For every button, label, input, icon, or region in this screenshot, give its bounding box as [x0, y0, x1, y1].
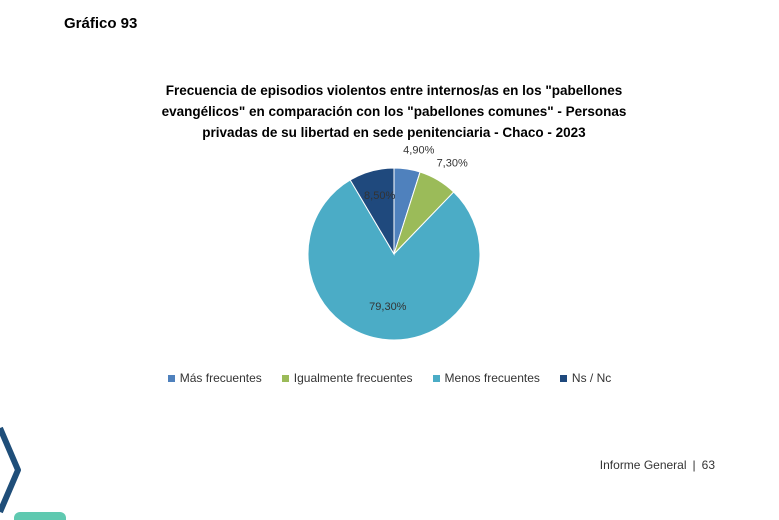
figure-label: Gráfico 93	[64, 15, 138, 32]
legend-swatch	[167, 374, 175, 382]
legend-swatch	[281, 374, 289, 382]
legend-label: Más frecuentes	[179, 371, 262, 385]
slice-label-menos-frecuentes: 79,30%	[369, 301, 407, 313]
legend-label: Ns / Nc	[571, 371, 612, 385]
slice-ns-nc	[349, 167, 395, 256]
footer-separator: |	[692, 458, 696, 472]
slice-label-ns-nc: 8,50%	[364, 190, 395, 202]
legend-label: Menos frecuentes	[444, 371, 540, 385]
slice-label-mas-frecuentes: 4,90%	[403, 145, 434, 157]
chart-title-line-2: evangélicos" en comparación con los "pab…	[161, 104, 627, 119]
legend-item-menos-frecuentes: Menos frecuentes	[432, 371, 540, 385]
chart-title-line-1: Frecuencia de episodios violentos entre …	[165, 83, 623, 98]
chevron-decoration	[0, 426, 21, 514]
chart-title: Frecuencia de episodios violentos entre …	[120, 80, 668, 143]
chart-title-line-3: privadas de su libertad en sede penitenc…	[202, 125, 586, 140]
legend-swatch	[432, 374, 440, 382]
legend-item-mas-frecuentes: Más frecuentes	[167, 371, 262, 385]
legend-item-ns-nc: Ns / Nc	[559, 371, 612, 385]
legend-swatch	[559, 374, 567, 382]
footer-report-name: Informe General	[599, 458, 687, 472]
pie-chart: 4,90%7,30% 79,30% 8,50%	[307, 145, 481, 341]
chart-legend: Más frecuentes Igualmente frecuentes Men…	[0, 371, 779, 385]
pie-slice-labels: 4,90%7,30% 79,30% 8,50%	[364, 145, 468, 313]
legend-label: Igualmente frecuentes	[293, 371, 413, 385]
pie-slices	[307, 167, 481, 341]
slice-menos-frecuentes	[307, 179, 481, 341]
legend-item-igualmente-frecuentes: Igualmente frecuentes	[281, 371, 413, 385]
corner-tab-decoration	[14, 512, 66, 520]
page-number: 63	[701, 458, 715, 472]
page-footer: Informe General | 63	[600, 458, 715, 472]
slice-label-igualmente-frecuentes: 7,30%	[437, 158, 468, 170]
